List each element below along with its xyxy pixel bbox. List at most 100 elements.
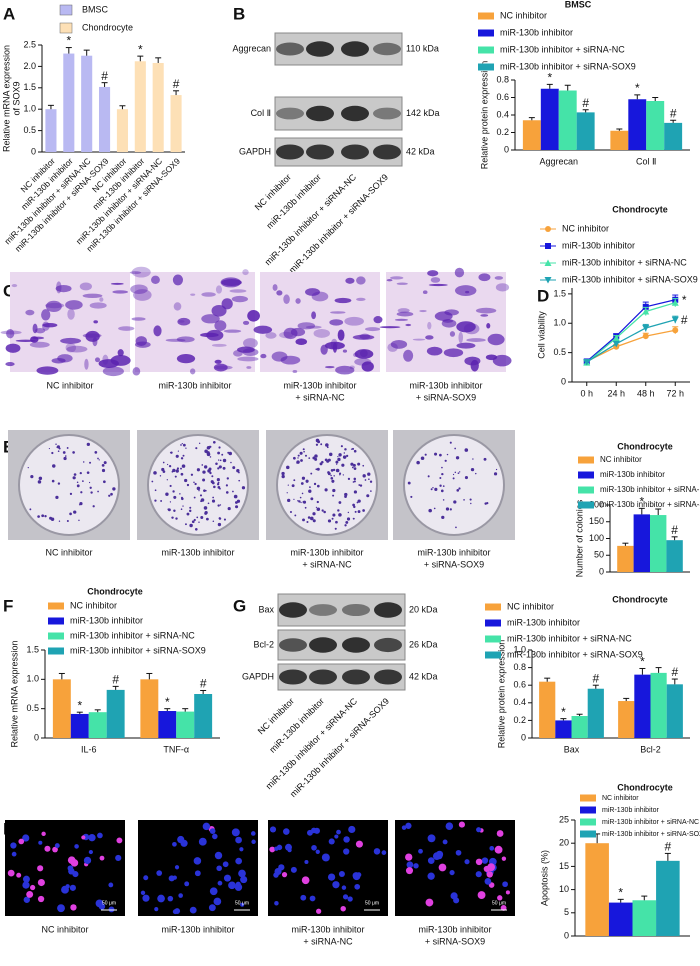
bar <box>116 109 128 152</box>
stain-blob <box>133 289 152 301</box>
nucleus <box>65 884 70 889</box>
colony <box>179 493 181 495</box>
legend-swatch <box>48 647 64 655</box>
stain-blob <box>102 366 124 377</box>
colony <box>472 458 474 460</box>
y-tick-label: 1.0 <box>553 318 566 328</box>
nucleus <box>238 869 246 878</box>
colony <box>420 456 425 461</box>
colony <box>327 458 331 462</box>
stain-blob <box>456 321 476 333</box>
y-tick-label: 150 <box>589 516 604 526</box>
stain-blob <box>42 322 58 328</box>
colony <box>332 488 336 493</box>
colony <box>51 479 55 483</box>
colony <box>300 459 303 462</box>
series-line <box>586 319 676 363</box>
y-tick-label: 0.8 <box>496 74 509 84</box>
colony <box>342 474 344 476</box>
colony <box>432 487 434 489</box>
nucleus <box>413 863 419 869</box>
stain-blob <box>247 310 260 322</box>
bar <box>134 61 146 152</box>
nucleus <box>57 904 65 913</box>
stain-blob <box>93 320 98 324</box>
blot-band <box>341 105 369 122</box>
colony <box>304 506 307 509</box>
colony <box>151 480 154 483</box>
colony <box>218 459 220 461</box>
stain-blob <box>456 342 476 349</box>
colony <box>235 501 238 504</box>
nucleus <box>327 873 336 881</box>
chart-title: Chondrocyte <box>617 782 673 792</box>
stain-blob <box>359 349 368 358</box>
nucleus <box>11 851 17 857</box>
blot-band <box>279 669 307 685</box>
stain-blob <box>237 356 259 362</box>
colony <box>69 492 73 496</box>
significance-mark: # <box>101 69 108 83</box>
stain-blob <box>297 322 316 330</box>
colony <box>98 459 100 461</box>
blot-band <box>306 144 334 160</box>
colony <box>196 516 199 519</box>
stain-blob <box>189 368 196 375</box>
stain-blob <box>427 270 439 277</box>
stain-blob <box>32 323 38 334</box>
nucleus <box>54 843 60 849</box>
colony <box>308 489 312 493</box>
stain-blob <box>135 341 151 348</box>
colony <box>316 500 319 504</box>
stain-blob <box>330 311 346 314</box>
colony <box>203 506 208 510</box>
nucleus <box>438 863 447 872</box>
legend-label: miR-130b inhibitor + siRNA-SOX9 <box>500 61 636 71</box>
nucleus <box>167 895 174 902</box>
colony <box>180 467 182 470</box>
stain-blob <box>176 336 195 343</box>
stain-blob <box>495 283 510 292</box>
legend-label: miR-130b inhibitor + siRNA-SOX9 <box>562 274 698 284</box>
legend-swatch <box>578 456 594 464</box>
colony <box>428 508 432 513</box>
colony <box>29 508 32 511</box>
colony <box>302 518 305 522</box>
marker <box>672 327 679 334</box>
nucleus <box>274 846 279 851</box>
legend-swatch <box>485 635 501 643</box>
colony <box>369 480 373 483</box>
legend-label: miR-130b inhibitor <box>602 807 659 814</box>
nucleus <box>240 875 248 884</box>
nucleus <box>338 871 345 878</box>
colony <box>459 471 461 473</box>
bar <box>152 62 164 153</box>
colony <box>449 508 452 511</box>
colony <box>313 482 317 486</box>
stain-blob <box>320 344 328 355</box>
y-tick-label: 100 <box>589 533 604 543</box>
y-tick-label: 1.0 <box>513 644 526 654</box>
colony <box>332 468 336 472</box>
nucleus <box>70 904 77 911</box>
stain-blob <box>229 289 247 293</box>
colony <box>44 514 47 518</box>
image-caption: miR-130b inhibitor <box>291 924 364 934</box>
series-line <box>586 302 676 364</box>
stain-blob <box>233 350 243 357</box>
image-caption: NC inhibitor <box>46 380 93 390</box>
bar <box>81 55 93 153</box>
colony <box>180 508 183 510</box>
image-caption: miR-130b inhibitor <box>409 380 482 390</box>
colony <box>358 484 361 486</box>
blot-band <box>341 144 369 160</box>
nucleus <box>41 831 46 837</box>
significance-mark: * <box>639 495 644 509</box>
bar <box>576 112 595 150</box>
stain-blob <box>99 297 104 302</box>
colony <box>463 499 465 501</box>
blot-size-label: 42 kDa <box>406 146 435 156</box>
nucleus <box>83 856 92 865</box>
colony <box>315 443 319 446</box>
stain-blob <box>352 334 375 340</box>
